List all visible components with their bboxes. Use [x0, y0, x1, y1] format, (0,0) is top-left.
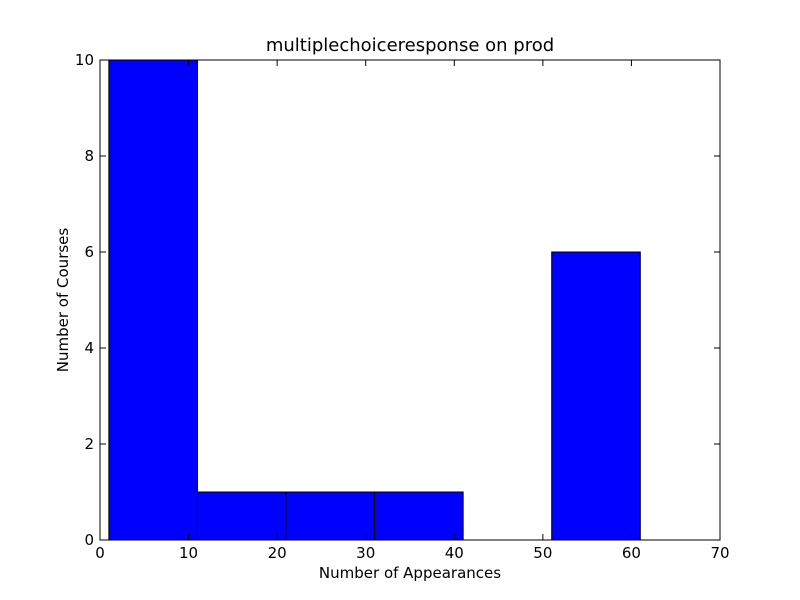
- x-tick-label: 70: [710, 544, 729, 562]
- y-tick-label: 10: [75, 51, 94, 69]
- x-tick-label: 0: [95, 544, 105, 562]
- y-tick-label: 4: [84, 339, 94, 357]
- y-tick-label: 2: [84, 435, 94, 453]
- y-tick-label: 8: [84, 147, 94, 165]
- histogram-bar: [551, 251, 641, 541]
- x-axis-label: Number of Appearances: [319, 564, 501, 582]
- chart-title: multiplechoiceresponse on prod: [266, 35, 554, 56]
- y-tick-label: 6: [84, 243, 94, 261]
- y-tick-label: 0: [84, 531, 94, 549]
- histogram-bar: [374, 491, 464, 541]
- plot-frame: [99, 59, 721, 541]
- x-tick-label: 60: [622, 544, 641, 562]
- histogram-bar: [285, 491, 376, 541]
- histogram-bar: [196, 491, 287, 541]
- ticks-layer: 0 10 20 30 40 50 60 70 0 2 4 6 8 10: [75, 51, 730, 562]
- bars-layer: [108, 59, 641, 541]
- x-tick-label: 10: [179, 544, 198, 562]
- x-tick-label: 20: [268, 544, 287, 562]
- histogram-bar: [108, 59, 198, 541]
- x-tick-label: 40: [445, 544, 464, 562]
- x-tick-label: 30: [356, 544, 375, 562]
- y-axis-label: Number of Courses: [54, 228, 72, 373]
- x-tick-label: 50: [533, 544, 552, 562]
